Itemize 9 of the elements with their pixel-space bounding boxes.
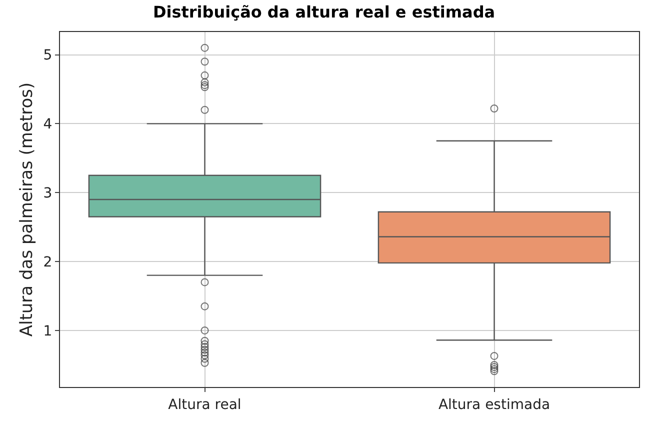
- y-tick-label: 3: [43, 186, 52, 202]
- y-tick-label: 1: [43, 323, 52, 340]
- y-tick-label: 5: [43, 48, 52, 64]
- y-tick-label: 2: [43, 254, 52, 270]
- chart-title: Distribuição da altura real e estimada: [152, 2, 496, 22]
- x-tick-label: Altura estimada: [438, 396, 550, 413]
- y-axis-title: Altura das palmeiras (metros): [16, 82, 37, 337]
- y-tick-label: 4: [43, 116, 52, 133]
- x-tick-label: Altura real: [168, 396, 242, 413]
